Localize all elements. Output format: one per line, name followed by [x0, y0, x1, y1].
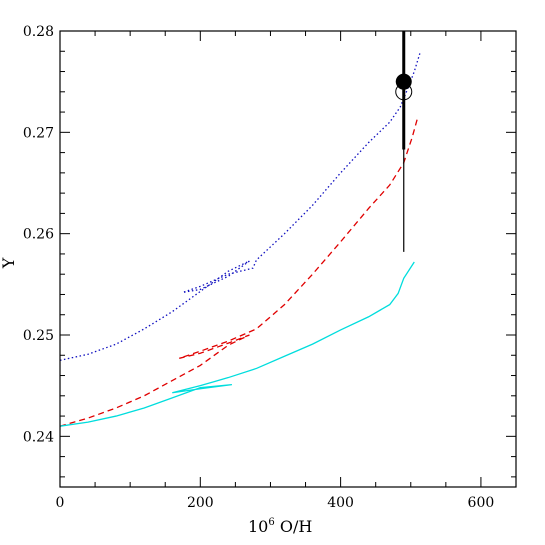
x-axis-label-rest: O/H [275, 517, 313, 536]
series-line-dotted [59, 53, 421, 361]
tick-labels-layer: 0 200 400 600 0.24 0.25 0.26 0.27 0.28 [23, 24, 494, 511]
y-tick-label: 0.27 [23, 125, 54, 141]
ticks-layer [59, 30, 517, 487]
series-layer [59, 53, 421, 427]
x-axis-label: 106 O/H [248, 517, 312, 536]
series-line-solid [59, 261, 415, 427]
y-axis-label: Y [0, 257, 18, 269]
series-line-dashed [59, 116, 419, 427]
filled-circle-marker [395, 73, 412, 90]
y-tick-label: 0.28 [23, 24, 54, 40]
plot-frame [59, 30, 517, 488]
x-axis-label-exponent: 6 [268, 517, 274, 528]
y-tick-label: 0.24 [23, 429, 54, 445]
x-tick-label: 600 [468, 495, 495, 511]
x-tick-label: 200 [187, 495, 214, 511]
x-tick-label: 400 [327, 495, 354, 511]
observation-layer [395, 31, 413, 252]
y-tick-label: 0.25 [23, 328, 54, 344]
x-axis-label-base: 10 [248, 517, 268, 536]
x-tick-label: 0 [56, 495, 65, 511]
y-tick-label: 0.26 [23, 227, 54, 243]
